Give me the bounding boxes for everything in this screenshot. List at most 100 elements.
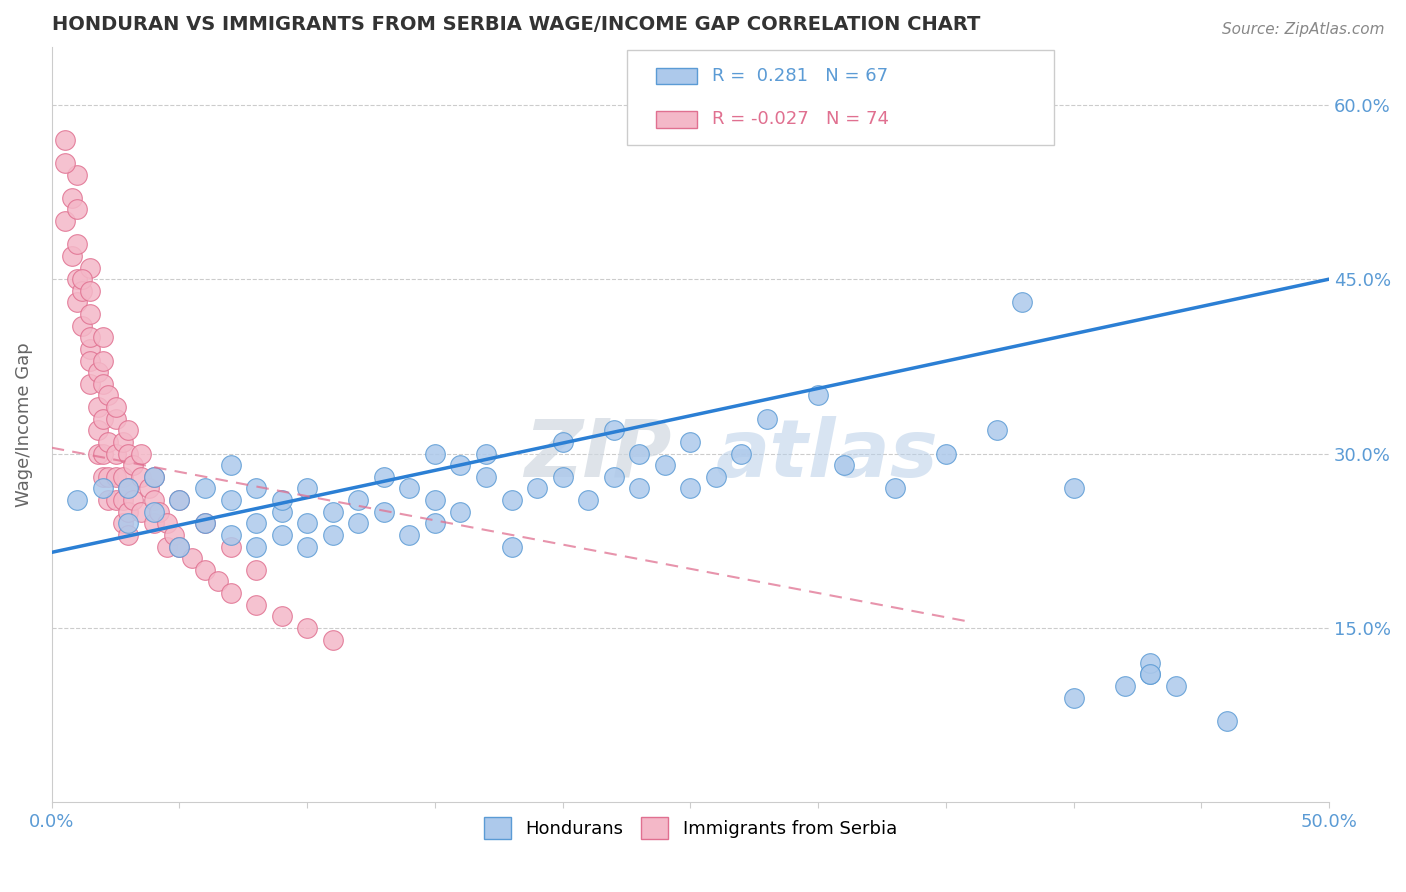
Point	[97, 470, 120, 484]
Point	[156, 516, 179, 531]
Point	[104, 446, 127, 460]
Point	[270, 493, 292, 508]
Point	[117, 505, 139, 519]
Y-axis label: Wage/Income Gap: Wage/Income Gap	[15, 343, 32, 507]
Point	[1063, 690, 1085, 705]
Text: HONDURAN VS IMMIGRANTS FROM SERBIA WAGE/INCOME GAP CORRELATION CHART: HONDURAN VS IMMIGRANTS FROM SERBIA WAGE/…	[52, 15, 980, 34]
Point	[142, 516, 165, 531]
Point	[87, 365, 110, 379]
Point	[117, 482, 139, 496]
Point	[79, 307, 101, 321]
Point	[66, 168, 89, 182]
Point	[104, 493, 127, 508]
Point	[501, 493, 523, 508]
Point	[53, 156, 76, 170]
Point	[423, 493, 446, 508]
Point	[112, 434, 135, 449]
Point	[91, 376, 114, 391]
Point	[295, 482, 318, 496]
Point	[117, 446, 139, 460]
Point	[112, 493, 135, 508]
Point	[551, 470, 574, 484]
Point	[66, 237, 89, 252]
Point	[679, 482, 702, 496]
Point	[91, 330, 114, 344]
Point	[138, 482, 160, 496]
Point	[87, 400, 110, 414]
Point	[142, 493, 165, 508]
Point	[79, 284, 101, 298]
Point	[117, 482, 139, 496]
Point	[194, 516, 217, 531]
Point	[104, 470, 127, 484]
Point	[551, 434, 574, 449]
Point	[66, 272, 89, 286]
Point	[295, 621, 318, 635]
Point	[194, 563, 217, 577]
Text: atlas: atlas	[716, 416, 939, 493]
Point	[730, 446, 752, 460]
Point	[91, 411, 114, 425]
Point	[628, 446, 651, 460]
Point	[53, 133, 76, 147]
Point	[148, 505, 170, 519]
Point	[270, 528, 292, 542]
Point	[1011, 295, 1033, 310]
Point	[501, 540, 523, 554]
Point	[373, 470, 395, 484]
Point	[398, 528, 420, 542]
Point	[1139, 667, 1161, 681]
Point	[181, 551, 204, 566]
Point	[219, 540, 242, 554]
Point	[295, 516, 318, 531]
Point	[373, 505, 395, 519]
Point	[194, 516, 217, 531]
Point	[112, 516, 135, 531]
Point	[347, 516, 370, 531]
Point	[112, 470, 135, 484]
Point	[87, 423, 110, 437]
Point	[295, 540, 318, 554]
Point	[270, 609, 292, 624]
Point	[1164, 679, 1187, 693]
Text: R = -0.027   N = 74: R = -0.027 N = 74	[711, 111, 889, 128]
Point	[156, 540, 179, 554]
Point	[219, 586, 242, 600]
Point	[603, 470, 626, 484]
Point	[628, 482, 651, 496]
Point	[122, 493, 145, 508]
Point	[219, 458, 242, 472]
Point	[66, 295, 89, 310]
Point	[526, 482, 548, 496]
Point	[322, 528, 344, 542]
Point	[245, 540, 267, 554]
Point	[91, 482, 114, 496]
Point	[832, 458, 855, 472]
Point	[475, 446, 498, 460]
Point	[423, 516, 446, 531]
Point	[72, 284, 94, 298]
Point	[807, 388, 830, 402]
Point	[142, 505, 165, 519]
Point	[129, 470, 152, 484]
Point	[219, 493, 242, 508]
Point	[347, 493, 370, 508]
Point	[194, 482, 217, 496]
Point	[97, 388, 120, 402]
Point	[1216, 714, 1239, 728]
Point	[79, 376, 101, 391]
Point	[129, 505, 152, 519]
Point	[91, 446, 114, 460]
Point	[450, 505, 472, 519]
Point	[60, 191, 83, 205]
Legend: Hondurans, Immigrants from Serbia: Hondurans, Immigrants from Serbia	[477, 810, 904, 847]
Point	[322, 632, 344, 647]
Point	[423, 446, 446, 460]
Point	[322, 505, 344, 519]
Point	[104, 411, 127, 425]
Point	[117, 528, 139, 542]
Point	[91, 353, 114, 368]
Point	[79, 353, 101, 368]
Point	[398, 482, 420, 496]
Text: ZIP: ZIP	[524, 416, 671, 493]
